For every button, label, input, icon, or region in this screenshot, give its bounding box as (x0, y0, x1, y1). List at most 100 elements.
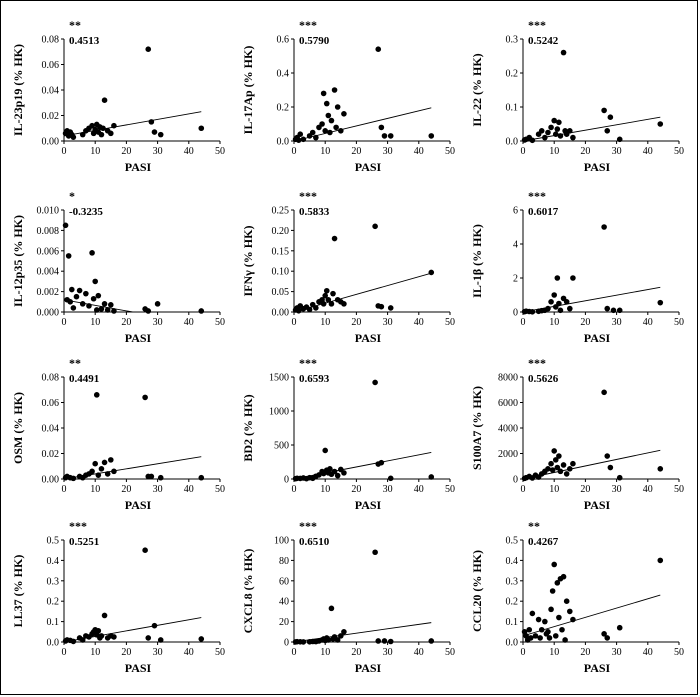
x-tick-label: 20 (351, 647, 361, 658)
y-tick-label: 0.3 (506, 35, 519, 46)
data-point (341, 470, 347, 476)
x-tick-label: 10 (320, 647, 330, 658)
y-tick-label: 0.5 (47, 536, 60, 547)
data-point (322, 447, 329, 454)
data-point (331, 235, 338, 242)
x-tick-label: 20 (580, 647, 590, 658)
trend-line (522, 594, 661, 637)
data-point (557, 468, 564, 475)
y-axis-label: IL-12p35 (% HK) (11, 215, 25, 307)
data-point (428, 638, 435, 644)
data-point (111, 468, 117, 475)
y-tick-label: 0 (513, 308, 518, 319)
data-point (328, 301, 335, 307)
x-tick-label: 10 (320, 146, 330, 157)
x-tick-label: 10 (549, 647, 559, 658)
data-point (657, 557, 664, 564)
trend-line (63, 299, 133, 313)
correlation-coefficient: 0.4513 (69, 35, 100, 47)
data-point (529, 137, 536, 144)
data-point (378, 124, 385, 131)
x-axis-label: PASI (584, 498, 611, 512)
data-point (330, 290, 336, 297)
data-point (554, 126, 561, 132)
scatter-panel: 0 20 40 60 80 100 0 10 20 30 40 50 PASI CXCL8 (% HK) *… (241, 519, 455, 675)
data-point (198, 125, 205, 132)
y-tick-label: 0.04 (42, 424, 60, 435)
data-point (300, 136, 307, 143)
x-tick-label: 10 (90, 647, 100, 658)
data-point (309, 129, 316, 136)
y-tick-label: 4 (513, 240, 518, 251)
data-point (549, 588, 556, 594)
y-tick-label: 0.00 (42, 137, 60, 148)
data-point (560, 49, 567, 56)
x-tick-label: 40 (643, 317, 653, 328)
x-tick-label: 40 (643, 484, 653, 495)
x-tick-label: 30 (153, 146, 163, 157)
y-tick-label: 0.2 (47, 597, 60, 608)
y-tick-label: 0.008 (37, 226, 60, 237)
data-point (387, 305, 394, 311)
significance-label: *** (299, 356, 317, 370)
scatter-panel: 0.00 0.05 0.10 0.15 0.20 0.25 0 10 20 30 40 50 PASI I… (241, 189, 455, 345)
data-point (601, 224, 607, 230)
y-tick-label: 0.20 (272, 226, 290, 237)
correlation-coefficient: 0.4267 (528, 536, 559, 548)
data-point (198, 474, 205, 481)
data-point (616, 624, 623, 631)
x-tick-label: 10 (549, 146, 559, 157)
data-point (328, 117, 335, 124)
y-tick-label: 0.1 (506, 617, 519, 628)
x-tick-label: 50 (445, 484, 455, 495)
data-point (108, 130, 114, 137)
scatter-panel: 0.0 0.1 0.2 0.3 0 10 20 30 40 50 PASI IL-22 (% HK) *… (470, 18, 684, 174)
x-tick-label: 50 (674, 146, 684, 157)
x-tick-label: 20 (580, 484, 590, 495)
data-point (93, 392, 100, 398)
data-point (549, 467, 556, 473)
data-point (198, 308, 205, 314)
data-point (295, 137, 302, 143)
y-tick-label: 0.6 (277, 35, 290, 46)
y-axis-label: OSM (% HK) (11, 392, 25, 464)
data-point (601, 107, 607, 114)
data-point (70, 475, 77, 482)
data-point (320, 90, 327, 97)
data-point (538, 626, 545, 633)
y-tick-label: 0.2 (506, 597, 519, 608)
y-tick-label: 6000 (498, 398, 518, 409)
x-tick-label: 20 (121, 146, 131, 157)
data-point (333, 124, 339, 131)
x-tick-label: 40 (184, 484, 194, 495)
y-axis-label: IFNγ (% HK) (241, 226, 255, 297)
data-point (556, 300, 562, 307)
data-point (567, 466, 573, 472)
data-point (86, 303, 92, 309)
data-point (79, 637, 86, 643)
significance-label: ** (69, 356, 81, 370)
y-tick-label: 60 (279, 576, 289, 587)
data-point (570, 275, 576, 281)
data-point (548, 460, 554, 467)
data-point (325, 112, 332, 119)
x-tick-label: 50 (445, 146, 455, 157)
data-point (334, 472, 341, 479)
x-tick-label: 0 (292, 484, 297, 495)
y-tick-label: 0.4 (506, 556, 519, 567)
x-tick-label: 40 (643, 146, 653, 157)
y-tick-label: 0.2 (506, 69, 519, 80)
significance-label: ** (69, 18, 81, 32)
x-axis-label: PASI (125, 331, 152, 345)
data-point (604, 635, 611, 641)
data-point (95, 627, 102, 634)
x-tick-label: 20 (121, 647, 131, 658)
x-tick-label: 40 (414, 317, 424, 328)
data-point (142, 547, 148, 553)
x-tick-label: 0 (521, 484, 526, 495)
data-point (108, 457, 114, 463)
y-tick-label: 0.08 (42, 35, 60, 46)
y-tick-label: 0.1 (506, 103, 519, 114)
data-point (556, 614, 562, 621)
data-point (83, 290, 89, 297)
